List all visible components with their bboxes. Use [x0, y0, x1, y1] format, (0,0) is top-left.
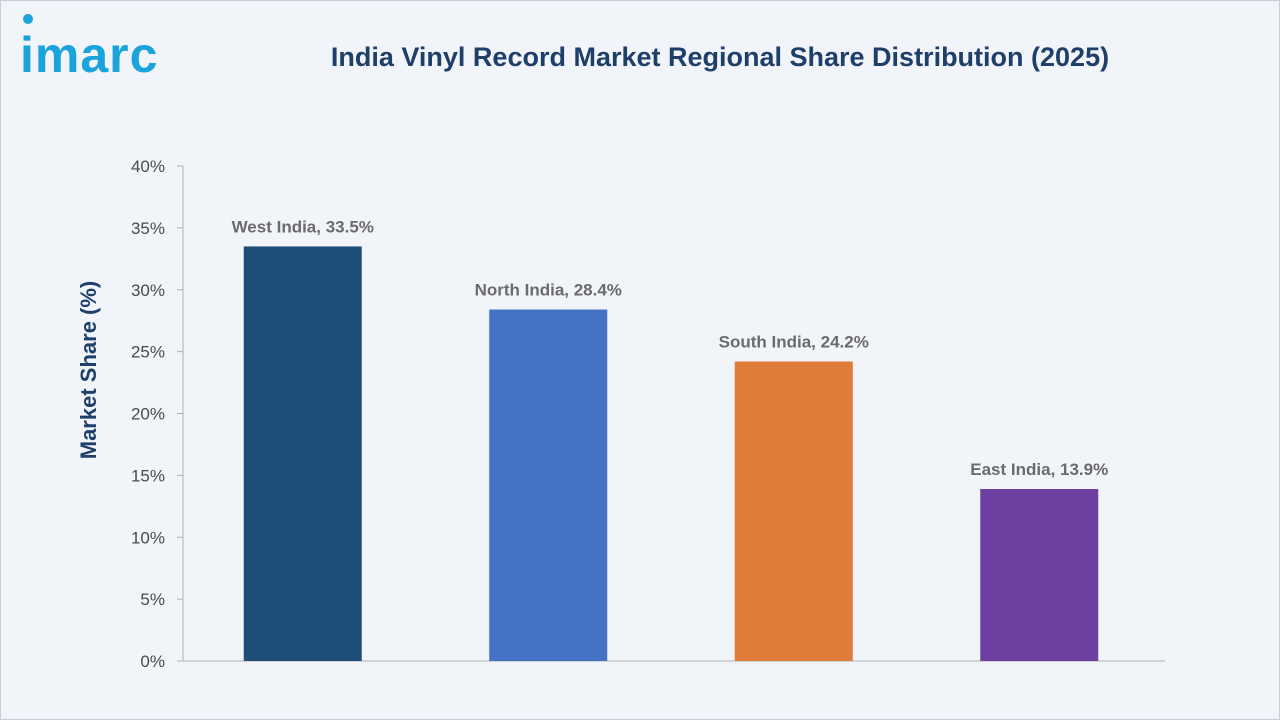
- y-tick-label: 0%: [140, 652, 165, 671]
- bar-data-label: West India, 33.5%: [232, 217, 374, 236]
- bar: [243, 246, 362, 661]
- y-tick-label: 30%: [131, 281, 165, 300]
- logo-dot: [23, 14, 33, 24]
- y-tick-label: 5%: [140, 590, 165, 609]
- bar: [489, 309, 608, 661]
- y-tick-label: 20%: [131, 405, 165, 424]
- y-tick-label: 40%: [131, 157, 165, 176]
- y-tick-label: 10%: [131, 528, 165, 547]
- y-tick-label: 35%: [131, 219, 165, 238]
- bars: [243, 246, 1099, 661]
- bar-data-label: East India, 13.9%: [970, 460, 1108, 479]
- bar-data-label: South India, 24.2%: [719, 333, 869, 352]
- bar: [734, 361, 853, 661]
- bar-data-label: North India, 28.4%: [475, 281, 622, 300]
- bar: [980, 488, 1099, 661]
- chart-title: India Vinyl Record Market Regional Share…: [330, 42, 1110, 72]
- y-tick-label: 25%: [131, 343, 165, 362]
- y-tick-label: 15%: [131, 466, 165, 485]
- data-labels: West India, 33.5% North India, 28.4% South…: [232, 217, 1109, 479]
- y-axis-title: Market Share (%): [76, 281, 101, 460]
- logo-text: imarc: [20, 27, 159, 83]
